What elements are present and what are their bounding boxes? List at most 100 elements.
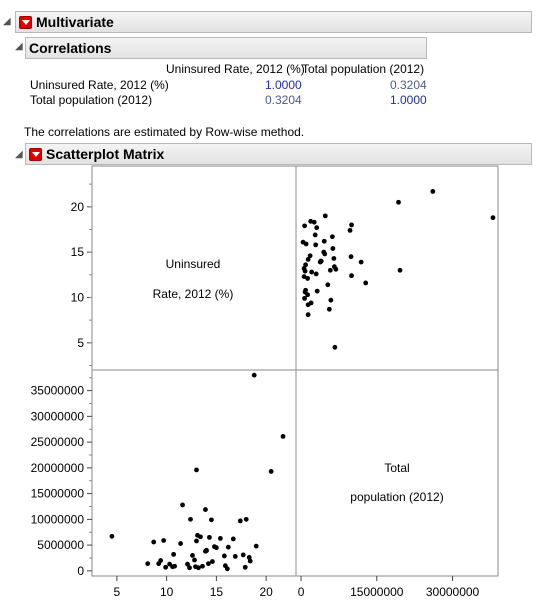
y-tick-label-uninsured: 5 (77, 336, 84, 350)
scatter-point (203, 507, 208, 512)
scatter-point (307, 253, 313, 259)
x-tick-label-uninsured: 5 (114, 585, 121, 599)
scatter-point (312, 232, 318, 238)
scatter-point (253, 543, 259, 549)
collapse-correlations-icon[interactable]: ◢ (15, 41, 23, 52)
scatter-point (305, 256, 311, 262)
collapse-multivariate-icon[interactable]: ◢ (3, 16, 11, 27)
scatter-point (221, 553, 227, 559)
scatter-point (490, 215, 496, 221)
corr-col-header-2: Total population (2012) (302, 62, 425, 76)
corr-row-label-2: Total population (2012) (30, 93, 153, 107)
scatter-point (194, 538, 199, 544)
scatter-point (313, 242, 319, 248)
scatter-point (209, 517, 214, 523)
scatter-point (314, 225, 320, 231)
scatter-point (240, 552, 246, 558)
scatter-point (192, 557, 197, 563)
scatter-point (308, 218, 314, 224)
scatter-point (348, 254, 354, 260)
scatter-point (232, 554, 238, 559)
scatter-point (193, 564, 198, 570)
correlations-header: Correlations (25, 37, 427, 59)
collapse-scatterplot-icon[interactable]: ◢ (15, 149, 23, 160)
scatter-point (242, 564, 248, 570)
scatter-point (331, 264, 337, 270)
scatter-point (326, 306, 332, 312)
y-tick-label-population: 5000000 (37, 538, 84, 552)
scatter-point (185, 561, 190, 567)
scatter-point (358, 259, 364, 265)
scatter-point (328, 297, 334, 303)
scatter-point (322, 213, 328, 219)
scatter-point (204, 548, 209, 554)
scatter-point (305, 276, 311, 281)
diag-label-population-line1: Total (384, 461, 409, 475)
scatter-point (314, 288, 320, 294)
scatter-point (302, 289, 308, 295)
scatter-point (151, 539, 157, 545)
scatter-point (301, 274, 307, 280)
corr-cell-1-1: 1.0000 (265, 78, 302, 92)
scatterplot-header: Scatterplot Matrix (25, 143, 532, 165)
scatter-point (280, 434, 286, 439)
diag-label-population-line2: population (2012) (350, 490, 443, 504)
scatter-point (321, 238, 327, 244)
scatter-point (363, 280, 369, 286)
scatter-point (308, 300, 314, 306)
scatter-point (347, 227, 353, 233)
x-tick-label-population: 15000000 (350, 585, 404, 599)
corr-cell-2-2: 1.0000 (390, 93, 427, 107)
y-tick-label-population: 20000000 (31, 461, 85, 475)
x-tick-label-population: 30000000 (426, 585, 480, 599)
scatter-point (194, 467, 199, 473)
x-tick-label-uninsured: 10 (160, 585, 174, 599)
scatter-point (188, 516, 193, 522)
corr-col-header-1: Uninsured Rate, 2012 (%) (166, 62, 305, 76)
scatter-point (190, 553, 195, 558)
scatter-point (321, 249, 327, 255)
scatter-point (329, 234, 335, 240)
scatter-point (171, 551, 177, 557)
scatter-point (303, 241, 309, 247)
scatter-point (217, 536, 223, 541)
y-tick-label-population: 15000000 (31, 487, 85, 501)
scatter-point (430, 188, 436, 194)
y-tick-label-population: 35000000 (31, 384, 85, 398)
scatter-point (161, 538, 167, 543)
matrix-frame (91, 165, 499, 577)
scatter-point (302, 223, 307, 229)
scatter-point (187, 565, 192, 571)
correlations-title: Correlations (29, 40, 112, 56)
correlation-method-note: The correlations are estimated by Row-wi… (24, 125, 305, 139)
scatter-point (313, 271, 319, 277)
y-tick-label-population: 10000000 (31, 512, 85, 526)
scatter-point (206, 561, 211, 567)
scatter-point (198, 534, 203, 540)
red-menu-triangle-icon[interactable] (19, 15, 32, 29)
scatterplot-red-menu-icon[interactable] (29, 147, 42, 161)
scatter-point (247, 558, 253, 564)
y-tick-label-uninsured: 10 (71, 290, 85, 304)
scatter-point (349, 273, 354, 279)
y-tick-label-uninsured: 20 (71, 200, 85, 214)
scatter-point (109, 533, 115, 539)
scatter-point (170, 564, 176, 570)
y-tick-label-uninsured: 15 (71, 245, 85, 259)
scatter-point (349, 222, 354, 228)
corr-cell-2-1: 0.3204 (265, 93, 302, 107)
corr-cell-1-2: 0.3204 (390, 78, 427, 92)
scatter-point (213, 545, 219, 551)
scatter-point (302, 295, 307, 301)
scatter-point (305, 312, 311, 318)
scatter-point (268, 469, 274, 474)
scatter-point (251, 372, 257, 378)
scatter-point (163, 564, 169, 570)
points-upper-right-panel (300, 188, 496, 350)
scatter-point (397, 267, 403, 273)
x-tick-label-uninsured: 20 (259, 585, 273, 599)
diag-label-uninsured-line1: Uninsured (166, 257, 221, 271)
scatter-point (225, 544, 231, 550)
multivariate-title: Multivariate (36, 14, 114, 30)
